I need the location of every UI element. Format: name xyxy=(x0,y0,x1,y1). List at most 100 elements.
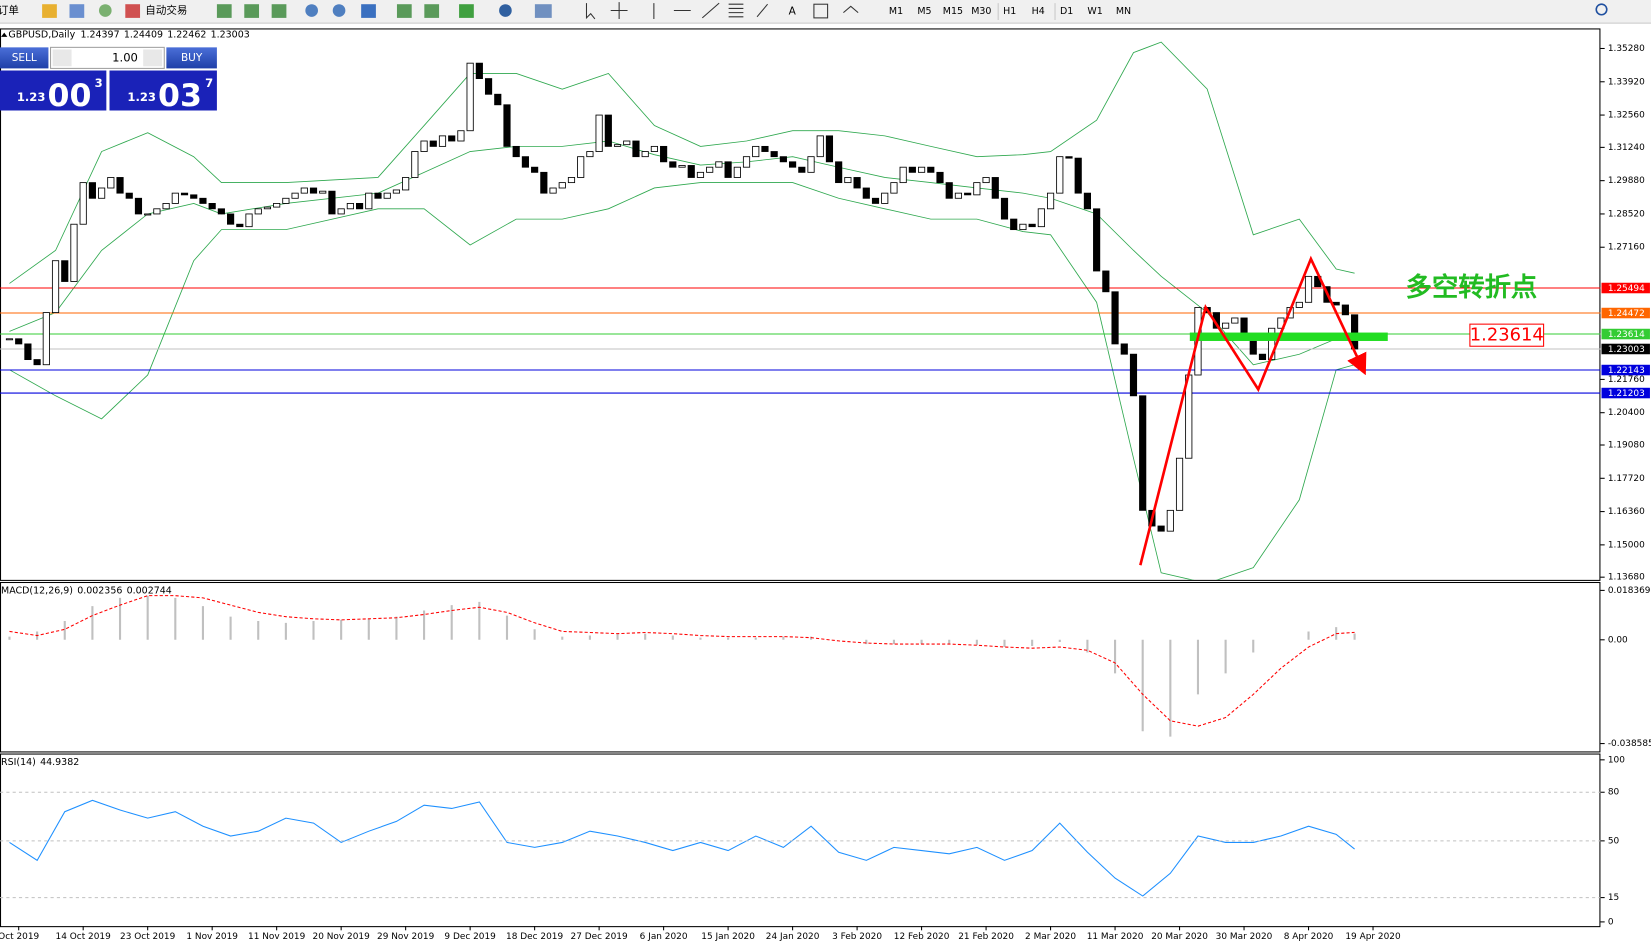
icon[interactable] xyxy=(332,4,346,17)
zigzag-drawing xyxy=(1139,255,1367,566)
level-tag xyxy=(1601,387,1650,399)
candle xyxy=(208,203,216,210)
new-order[interactable]: 新订单 xyxy=(0,4,19,17)
icon[interactable] xyxy=(396,4,412,18)
timeframe[interactable]: M15 xyxy=(943,6,963,17)
candle xyxy=(51,260,60,314)
timeframe[interactable]: W1 xyxy=(1087,6,1102,17)
level-tag xyxy=(1601,307,1650,319)
icon[interactable] xyxy=(125,4,141,18)
icon[interactable] xyxy=(499,4,512,17)
y-tick-label: 1.27160 xyxy=(1608,243,1645,253)
lot-input[interactable] xyxy=(50,46,165,69)
x-tick-label: 20 Nov 2019 xyxy=(313,932,371,942)
y-tick-label: -0.038585 xyxy=(1608,739,1651,749)
candle xyxy=(853,177,861,189)
candle xyxy=(715,161,723,168)
icon[interactable] xyxy=(424,4,440,18)
bid-pips[interactable]: 00 xyxy=(47,78,91,114)
sell-button[interactable] xyxy=(0,47,49,69)
icon[interactable] xyxy=(271,4,287,18)
x-tick-label: 6 Jan 2020 xyxy=(640,932,688,942)
candle xyxy=(429,140,437,147)
bid-big[interactable]: 1.23 xyxy=(17,89,46,103)
ask-box[interactable] xyxy=(109,70,217,111)
candle xyxy=(319,190,327,194)
x-tick-label: 30 Mar 2020 xyxy=(1216,932,1273,942)
ask-price[interactable]: 1.2303 7 xyxy=(127,76,213,114)
buy-button[interactable] xyxy=(166,47,217,69)
y-tick-label: 0 xyxy=(1608,917,1614,927)
candle xyxy=(724,161,732,178)
candle xyxy=(98,187,106,199)
signal-line xyxy=(9,595,1355,727)
crosshair-icon[interactable] xyxy=(610,2,628,19)
icon[interactable] xyxy=(98,4,112,17)
y-tick-label: 1.20400 xyxy=(1608,408,1645,418)
price-label-box xyxy=(1469,323,1545,347)
channel-icon[interactable] xyxy=(756,3,768,18)
y-tick-label: 15 xyxy=(1608,893,1619,903)
candle xyxy=(374,192,382,199)
icon[interactable] xyxy=(305,4,318,17)
icon[interactable] xyxy=(216,4,232,18)
bid-box[interactable] xyxy=(0,70,107,111)
auto-trading[interactable]: 自动交易 xyxy=(145,4,187,17)
candle xyxy=(1028,223,1036,228)
candle xyxy=(871,197,880,204)
arrow-tool[interactable] xyxy=(843,5,859,14)
icon[interactable] xyxy=(69,4,85,18)
candle xyxy=(1056,156,1064,194)
lot-value[interactable]: 1.00 xyxy=(112,50,138,64)
line-tools[interactable] xyxy=(653,2,720,19)
ask-fraction[interactable]: 7 xyxy=(205,76,213,90)
candle xyxy=(1139,395,1147,511)
rsi-header: RSI(14) 44.9382 xyxy=(1,756,79,767)
ask-big[interactable]: 1.23 xyxy=(127,89,156,103)
bid-price[interactable]: 1.2300 3 xyxy=(17,76,103,114)
icon[interactable] xyxy=(361,4,376,18)
label-tool[interactable] xyxy=(813,3,829,19)
candle xyxy=(153,208,161,215)
timeframe[interactable]: M1 xyxy=(889,6,903,17)
search-icon[interactable] xyxy=(1595,3,1608,16)
timeframe[interactable]: H1 xyxy=(1003,6,1016,17)
bollinger-upper xyxy=(9,41,1355,284)
toolbar: 新订单 自动交易 A M1 M5 M15 M30 H1 H4 D1 W1 MN xyxy=(0,0,1651,24)
y-tick-label: 80 xyxy=(1608,788,1620,798)
candle xyxy=(199,197,207,204)
timeframe[interactable]: M5 xyxy=(917,6,931,17)
icon[interactable] xyxy=(459,4,474,18)
lot-down[interactable] xyxy=(52,49,72,67)
buy-label[interactable]: BUY xyxy=(181,52,203,64)
collapse-icon[interactable] xyxy=(1,32,8,37)
timeframe[interactable]: MN xyxy=(1116,6,1131,17)
lot-up[interactable] xyxy=(143,49,163,67)
candle xyxy=(337,208,345,215)
x-tick-label: 11 Nov 2019 xyxy=(248,932,306,942)
close: 1.23003 xyxy=(211,29,250,40)
ask-pips[interactable]: 03 xyxy=(158,78,202,114)
candle xyxy=(217,208,225,215)
y-tick-label: 0.018369 xyxy=(1608,586,1651,596)
icon[interactable] xyxy=(534,4,552,18)
candle xyxy=(383,192,391,199)
icon[interactable] xyxy=(42,4,57,18)
icon[interactable] xyxy=(244,4,260,18)
candle xyxy=(752,145,760,158)
candle xyxy=(328,190,336,215)
candle xyxy=(890,182,898,194)
candle xyxy=(844,177,852,184)
candle xyxy=(512,145,520,158)
fibo-icon[interactable] xyxy=(728,3,744,18)
timeframe[interactable]: M30 xyxy=(971,6,991,17)
x-tick-label: 23 Oct 2019 xyxy=(120,932,176,942)
timeframe[interactable]: D1 xyxy=(1060,6,1073,17)
candle xyxy=(733,166,741,178)
cursor-icon[interactable] xyxy=(585,3,596,20)
text-tool[interactable]: A xyxy=(789,6,797,18)
bid-fraction[interactable]: 3 xyxy=(95,76,103,90)
timeframe[interactable]: H4 xyxy=(1032,6,1045,17)
sell-label[interactable]: SELL xyxy=(12,52,37,64)
candle xyxy=(881,192,889,204)
